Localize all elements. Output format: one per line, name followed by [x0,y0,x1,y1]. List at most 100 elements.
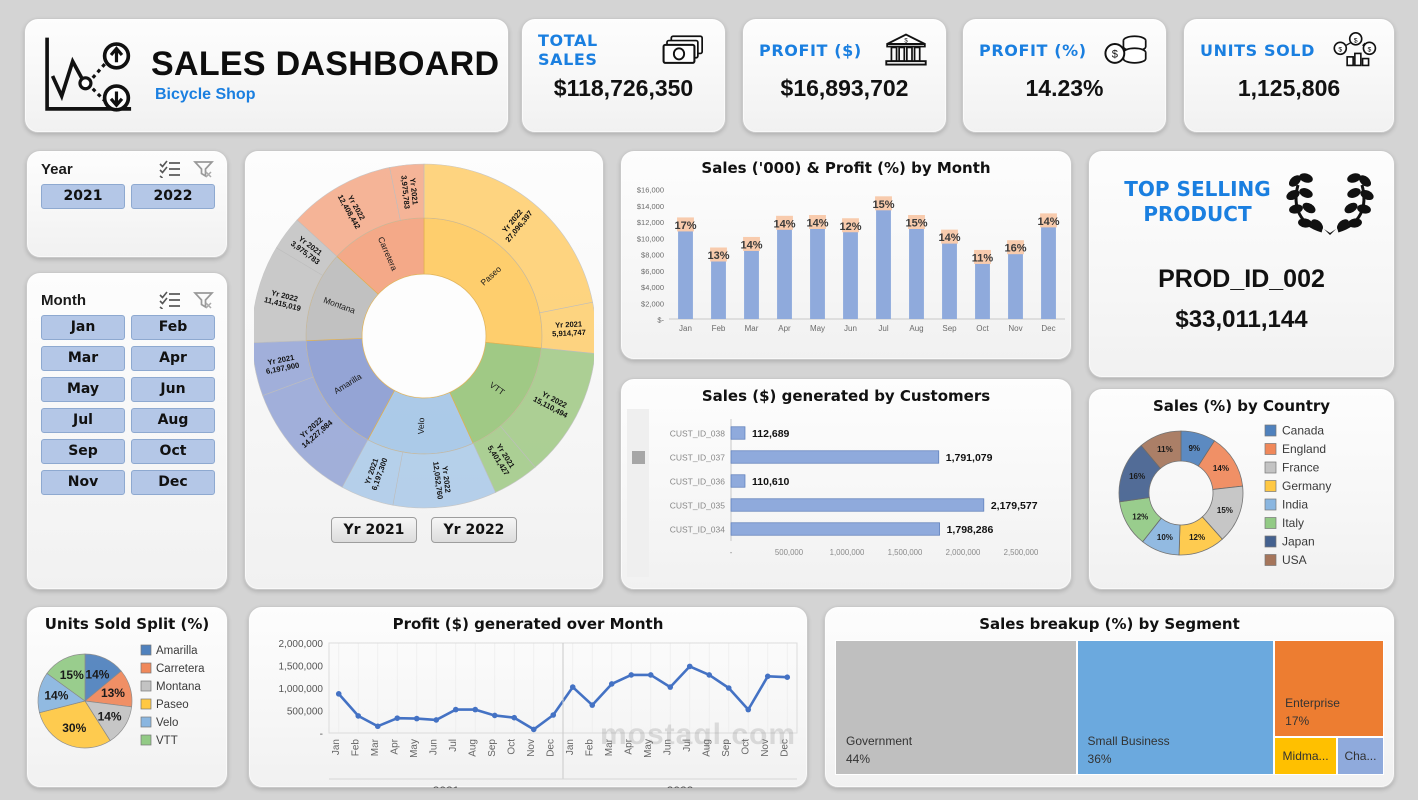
bar-data-label: 16% [1004,243,1026,255]
segment-treemap[interactable]: Government 44% Small Business 36% Enterpri… [835,640,1384,775]
slice-data-label: 11% [1157,445,1173,454]
legend-label: Italy [1282,516,1304,530]
chart-title: Sales (%) by Country [1152,397,1331,415]
x-tick-label: Sep [721,739,732,757]
bar-category-label: CUST_ID_035 [670,501,726,511]
slice-data-label: 14% [98,710,122,724]
slicer-option-jan[interactable]: Jan [41,315,125,340]
slicer-option-2021[interactable]: 2021 [41,184,125,209]
units-sold-pie-chart[interactable]: 14%13%14%30%14%15%AmarillaCarreteraMonta… [27,633,227,785]
dashboard-title-card: SALES DASHBOARD Bicycle Shop [24,18,509,133]
bar [744,249,759,319]
chart-card-profit-over-month: Profit ($) generated over Month 2,000,00… [248,606,808,798]
sunburst-inner-label: Velo [416,417,427,434]
slicer-option-sep[interactable]: Sep [41,439,125,464]
customers-bar-chart[interactable]: CUST_ID_038 112,689 CUST_ID_037 1,791,079 CU… [621,405,1071,583]
line-data-point [433,717,440,723]
treemap-tile[interactable]: Midma... [1274,737,1337,775]
treemap-tile[interactable]: Small Business 36% [1076,640,1275,775]
legend-swatch [140,734,152,746]
multi-select-icon[interactable] [159,291,181,309]
treemap-tile-label: Government [846,734,913,748]
slice-data-label: 15% [1217,506,1233,515]
line-chart-updown-icon [45,37,132,112]
treemap-tile[interactable]: Government 44% [835,640,1077,775]
slice-data-label: 30% [62,721,86,735]
legend-swatch [1264,554,1277,566]
kpi-card-total-sales: TOTAL SALES $118,726,350 [521,18,726,133]
slice-data-label: 14% [1213,464,1229,473]
kpi-value: 1,125,806 [1237,75,1341,101]
slicer-option-feb[interactable]: Feb [131,315,215,340]
x-tick-label: 1,500,000 [888,548,923,557]
line-data-point [511,714,518,721]
data-label-badge [743,236,760,251]
slicer-option-jun[interactable]: Jun [131,377,215,402]
bar-data-label: 15% [872,199,894,211]
sunburst-button-yr2022[interactable]: Yr 2022 [431,517,517,543]
sunburst-button-yr2021[interactable]: Yr 2021 [331,517,417,543]
legend-swatch [1264,461,1277,474]
x-tick-label: Sep [942,324,957,333]
line-data-point [355,713,362,719]
x-tick-label: Jan [331,739,342,755]
y-tick-label: 1,500,000 [279,662,324,673]
slicer-option-apr[interactable]: Apr [131,346,215,371]
card-top-selling-product: TOP SELLING PRODUCT [1088,150,1395,378]
x-tick-label: Dec [1041,324,1055,333]
slicer-option-oct[interactable]: Oct [131,439,215,464]
line-data-point [608,681,615,687]
multi-select-icon[interactable] [159,160,181,178]
slicer-option-may[interactable]: May [41,377,125,402]
sunburst-center-hole [363,275,485,397]
bank-building-icon: $ [885,33,927,66]
y-tick-label: $8,000 [641,251,664,260]
donut-slice [1140,430,1182,470]
slice-data-label: 10% [1157,533,1173,542]
x-tick-label: May [409,739,420,758]
line-data-point [686,663,693,670]
bar-category-label: CUST_ID_034 [670,525,726,535]
country-donut-chart[interactable]: 9% 14% 15% 12% 10% 12% 16% 11% Canada England Fran… [1089,415,1394,587]
x-tick-label: Jul [448,739,459,752]
line-data-point [394,715,401,721]
treemap-tile[interactable]: Enterprise 17% [1274,640,1384,738]
sales-profit-bar-chart[interactable]: $16,000 $14,000 $12,000 $10,000 $8,000 $6,000… [621,177,1071,357]
y-tick-label: $16,000 [637,186,664,195]
bar [730,426,746,440]
slicer-option-2022[interactable]: 2022 [131,184,215,209]
slicer-option-mar[interactable]: Mar [41,346,125,371]
line-data-point [745,706,752,713]
bar-data-label: 14% [806,218,828,230]
line-data-point [764,673,771,680]
x-tick-label: Mar [745,324,759,333]
slice-data-label: 16% [1129,472,1145,481]
legend-label: England [1282,442,1326,456]
clear-filter-icon[interactable] [193,291,215,309]
svg-text:Yr 2021: Yr 2021 [555,319,583,329]
x-tick-label: Dec [779,739,790,757]
bar-data-label: 110,610 [752,476,790,488]
sunburst-year-buttons: Yr 2021 Yr 2022 [245,517,603,543]
slicer-month-options: Jan Feb Mar Apr May Jun Jul Aug Sep Oct … [27,313,227,505]
chart-title: Profit ($) generated over Month [392,615,664,633]
clear-filter-icon[interactable] [193,160,215,178]
line-data-point [530,726,537,733]
group-label: 2021 [433,784,460,788]
slicer-option-nov[interactable]: Nov [41,470,125,495]
treemap-tile[interactable]: Cha... [1336,737,1384,775]
x-tick-label: Jun [844,324,857,333]
slicer-option-aug[interactable]: Aug [131,408,215,433]
y-tick-label: 1,000,000 [279,684,324,695]
slicer-option-jul[interactable]: Jul [41,408,125,433]
legend-swatch [1264,498,1277,511]
bar-data-label: 14% [773,218,795,230]
data-label-badge [908,215,925,229]
slicer-option-dec[interactable]: Dec [131,470,215,495]
bar [711,260,726,319]
bar [909,228,924,319]
slice-data-label: 15% [60,668,84,682]
